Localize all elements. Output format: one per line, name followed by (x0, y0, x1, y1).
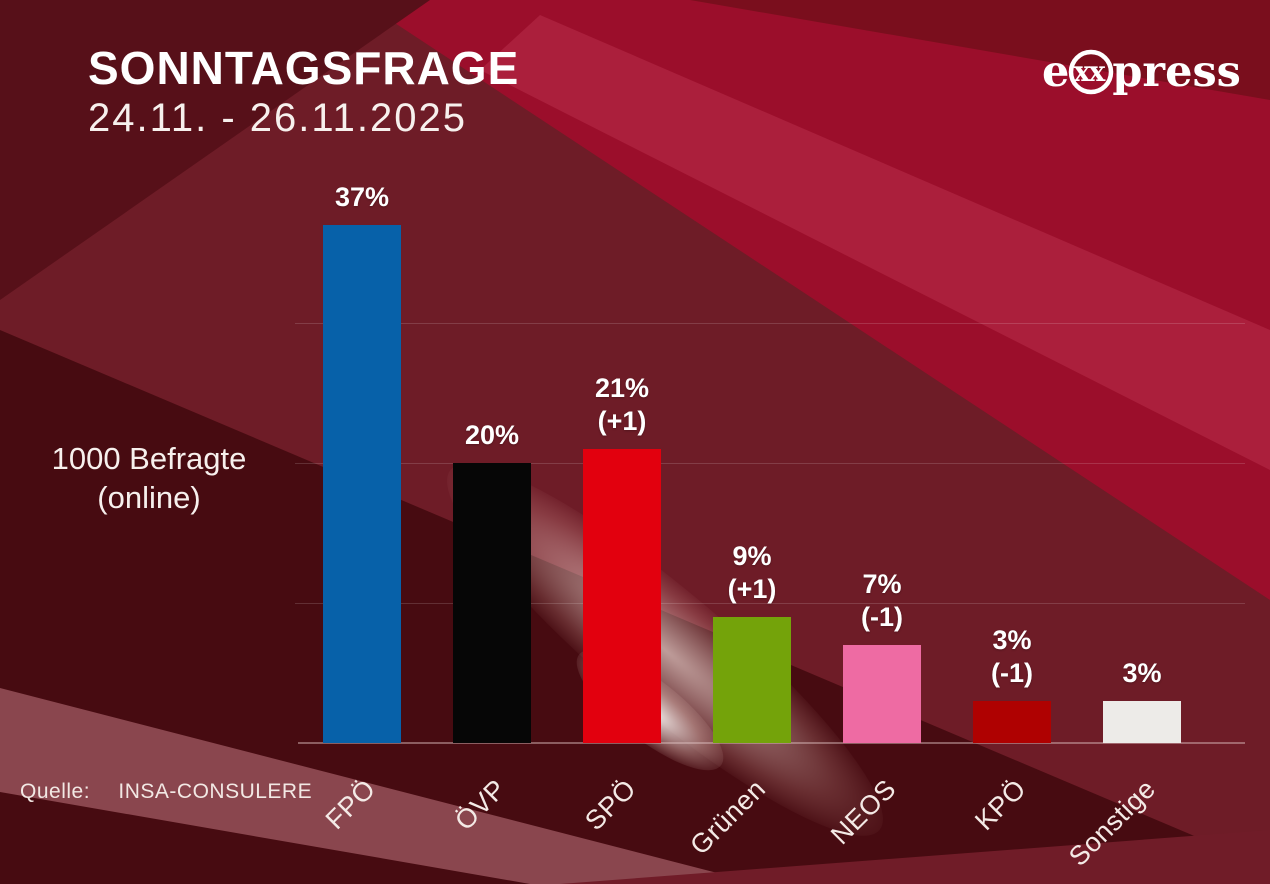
logo-text-post: press (1112, 46, 1241, 97)
sample-note-line2: (online) (97, 479, 201, 515)
bar-spoe (583, 449, 661, 743)
title-block: SONNTAGSFRAGE 24.11. - 26.11.2025 (88, 44, 519, 141)
logo-text-pre: e (1042, 46, 1070, 97)
category-label-fpoe: FPÖ (320, 773, 382, 836)
bar-column-spoe: 21% (+1) SPÖ (579, 372, 661, 836)
exxpress-logo: e x x press (1042, 48, 1241, 96)
category-label-oevp: ÖVP (449, 773, 512, 837)
bar-gruenen (713, 617, 791, 743)
bar-value-label-fpoe: 37% (334, 181, 390, 212)
svg-text:x: x (1089, 55, 1106, 88)
bar-value-label-kpoe: 3% (-1) (991, 625, 1033, 688)
bar-value-label-gruenen: 9% (+1) (727, 541, 777, 604)
x-axis-line (298, 742, 1245, 744)
category-label-gruenen: Grünen (684, 773, 772, 861)
bar-value-label-spoe: 21% (+1) (594, 373, 650, 436)
svg-text:x: x (1074, 55, 1091, 88)
bar-column-gruenen: 9% (+1) Grünen (685, 540, 791, 861)
date-range: 24.11. - 26.11.2025 (88, 96, 468, 141)
source-line: Quelle: INSA-CONSULERE (20, 780, 312, 804)
bar-value-label-sonstige: 3% (1122, 657, 1162, 688)
sample-note: 1000 Befragte (online) (14, 440, 284, 518)
logo-xx-emblem: x x (1069, 49, 1114, 95)
bar-fpoe (323, 225, 401, 743)
bar-neos (843, 645, 921, 743)
source-label: Quelle: (20, 780, 91, 803)
category-label-sonstige: Sonstige (1063, 773, 1162, 872)
page-title: SONNTAGSFRAGE (88, 42, 520, 94)
sample-note-line1: 1000 Befragte (51, 441, 247, 476)
category-label-kpoe: KPÖ (969, 773, 1032, 837)
bar-column-oevp: 20% ÖVP (449, 419, 531, 836)
bar-column-neos: 7% (-1) NEOS (825, 568, 921, 850)
bar-kpoe (973, 701, 1051, 743)
category-label-spoe: SPÖ (579, 773, 642, 837)
bar-column-sonstige: 3% Sonstige (1063, 657, 1181, 872)
bar-column-fpoe: 37% FPÖ (320, 181, 401, 835)
gridline-10 (295, 603, 1245, 604)
gridline-20 (295, 463, 1245, 464)
bar-value-label-oevp: 20% (464, 419, 520, 450)
gridline-30 (295, 323, 1245, 324)
bar-column-kpoe: 3% (-1) KPÖ (969, 624, 1051, 836)
bar-oevp (453, 463, 531, 743)
bar-value-label-neos: 7% (-1) (861, 569, 903, 632)
source-value: INSA-CONSULERE (118, 780, 313, 803)
bar-sonstige (1103, 701, 1181, 743)
